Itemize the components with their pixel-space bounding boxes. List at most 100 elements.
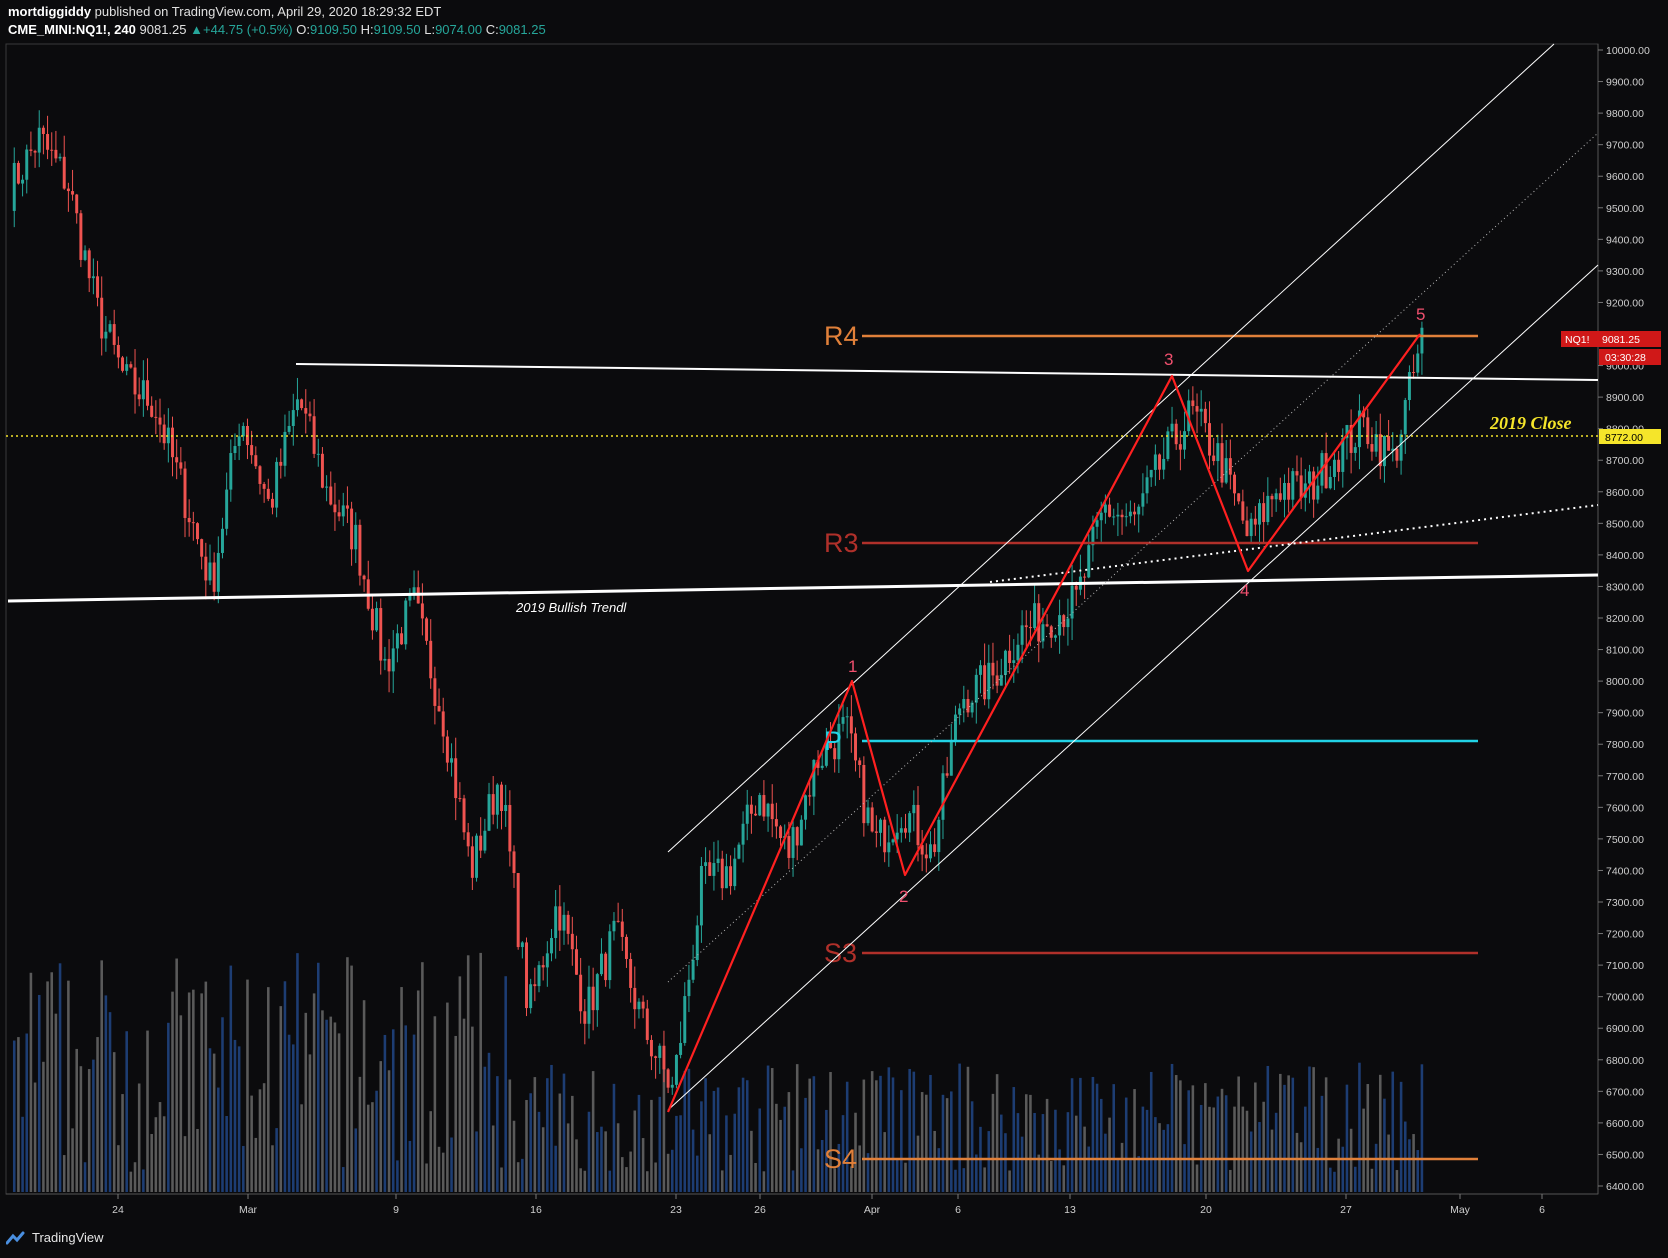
candle-body	[829, 742, 833, 749]
volume-bar	[833, 1168, 836, 1192]
volume-bar	[1104, 1133, 1107, 1192]
volume-bar	[870, 1071, 874, 1192]
candle-body	[799, 819, 803, 846]
elliott-wave-path[interactable]	[666, 333, 1421, 1113]
author-name[interactable]: mortdiggiddy	[8, 4, 92, 19]
resistance-line[interactable]	[295, 363, 1599, 381]
volume-bar	[1066, 1112, 1070, 1192]
footer-brand: TradingView	[32, 1230, 104, 1245]
volume-bar	[275, 1128, 278, 1192]
candle-body	[1178, 444, 1182, 450]
candle-body	[1399, 434, 1403, 461]
tradingview-logo-icon	[6, 1231, 25, 1244]
channel-median-line[interactable]	[667, 132, 1599, 983]
volume-bar	[1108, 1117, 1111, 1192]
volume-bar	[483, 1066, 487, 1192]
candle-body	[512, 851, 516, 874]
volume-bar	[920, 1092, 924, 1192]
volume-bar	[791, 1170, 795, 1192]
candle-body	[208, 562, 212, 581]
volume-bar	[1395, 1170, 1399, 1192]
volume-bar	[1216, 1096, 1220, 1192]
candle-body	[1345, 425, 1349, 439]
candle-body	[870, 807, 874, 832]
candle-body	[995, 675, 999, 686]
candle-body	[1412, 372, 1416, 374]
volume-bar	[192, 989, 195, 1192]
volume-bar	[666, 1153, 670, 1192]
volume-bar	[770, 1068, 774, 1192]
candle-body	[275, 461, 279, 508]
candle-body	[599, 953, 603, 975]
volume-bar	[621, 1157, 624, 1192]
y-tick-label: 9500.00	[1606, 203, 1644, 215]
candle-body	[1316, 485, 1320, 500]
candle-body	[37, 127, 41, 153]
volume-bar	[1124, 1097, 1128, 1192]
candle-body	[50, 149, 54, 151]
volume-bar	[50, 972, 54, 1192]
volume-bar	[279, 1006, 283, 1192]
channel-lower-line[interactable]	[667, 264, 1599, 1111]
candle-body	[966, 698, 970, 713]
candle-body	[1087, 545, 1091, 578]
channel-upper-line[interactable]	[667, 43, 1555, 853]
volume-bar	[729, 1154, 732, 1192]
candle-body	[541, 965, 545, 968]
volume-bar	[271, 1145, 274, 1192]
candle-body	[666, 1069, 670, 1088]
candle-body	[66, 188, 70, 192]
candle-body	[945, 773, 949, 776]
candle-body	[620, 921, 624, 937]
candle-body	[216, 552, 220, 592]
candle-body	[287, 426, 291, 432]
tradingview-footer[interactable]: TradingView	[6, 1230, 104, 1245]
volume-bar	[1062, 1165, 1066, 1192]
open-label: O:	[296, 22, 310, 37]
volume-bar	[816, 1149, 820, 1192]
candle-body	[1145, 477, 1149, 494]
volume-bar	[795, 1064, 799, 1192]
candle-body	[1020, 625, 1024, 645]
volume-bar	[583, 1170, 587, 1192]
volume-bar	[1099, 1098, 1103, 1192]
candle-body	[270, 498, 274, 508]
symbol-label[interactable]: CME_MINI:NQ1!, 240	[8, 22, 136, 37]
price-axis[interactable]: 10000.00 9900.00 9800.00 9700.00 9600.00 9500…	[1598, 45, 1650, 1193]
y-tick-label: 9300.00	[1606, 266, 1644, 278]
candle-body	[1041, 624, 1045, 642]
candle-body	[991, 662, 995, 676]
candle-body	[79, 213, 83, 260]
volume-bar	[883, 1132, 886, 1192]
candle-body	[1170, 423, 1174, 432]
candle-body	[1183, 431, 1187, 450]
volume-bar	[841, 1115, 845, 1192]
volume-bar	[887, 1067, 891, 1192]
candle-body	[795, 827, 799, 846]
time-axis[interactable]: 24 Mar 9 16 23 26 Apr 6 13 20 27 May 6	[112, 1194, 1545, 1216]
candle-body	[1312, 471, 1316, 500]
volume-bar	[262, 1083, 266, 1192]
candle-body	[1337, 459, 1341, 472]
volume-bar	[820, 1139, 824, 1192]
volume-bar	[158, 1102, 162, 1192]
volume-bar	[541, 1127, 545, 1192]
candle-body	[354, 524, 358, 550]
candle-body	[83, 250, 87, 260]
bullish-trendline[interactable]	[7, 573, 1599, 603]
volume-bar	[75, 1048, 78, 1192]
volume-bar	[1049, 1160, 1053, 1192]
volume-bar	[1074, 1115, 1078, 1192]
candle-body	[1120, 514, 1124, 518]
volume-bar	[466, 955, 470, 1192]
ohlc-line: CME_MINI:NQ1!, 240 9081.25 ▲+44.75 (+0.5…	[8, 22, 546, 37]
candle-body	[1108, 504, 1112, 517]
dotted-trendline[interactable]	[989, 504, 1599, 583]
x-tick-label: 9	[393, 1204, 399, 1216]
candle-body	[978, 665, 982, 675]
volume-bar	[562, 1073, 566, 1192]
volume-bar	[866, 1153, 870, 1192]
candle-body	[125, 364, 129, 371]
volume-bar	[554, 1145, 557, 1192]
